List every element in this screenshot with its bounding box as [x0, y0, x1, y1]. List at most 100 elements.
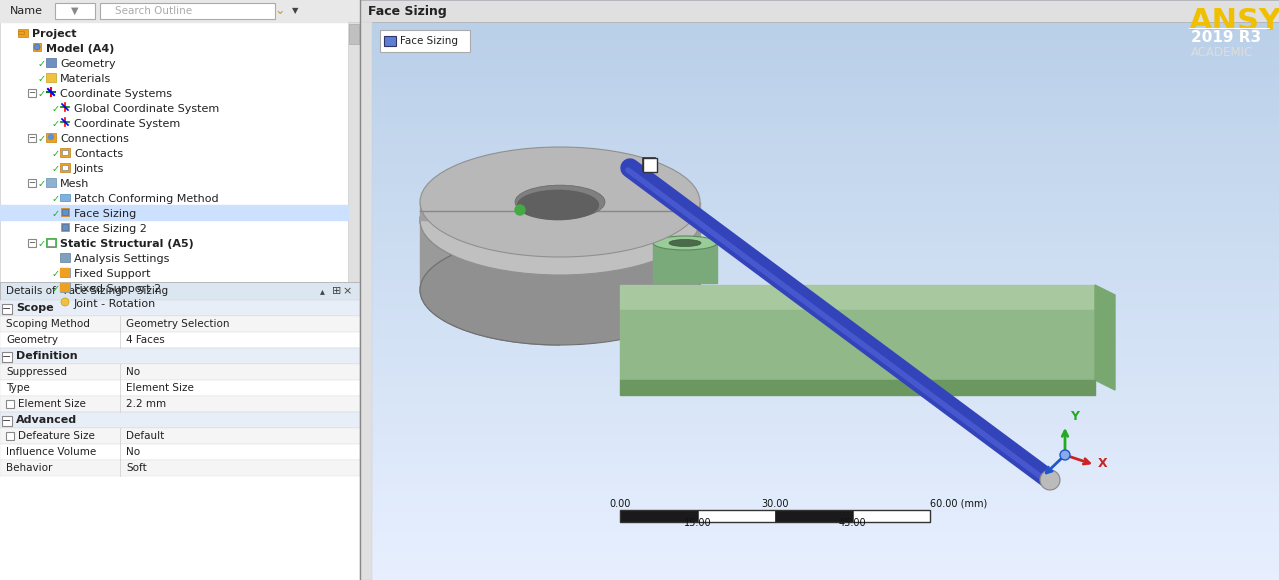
Bar — [28, 239, 36, 247]
Bar — [359, 29, 1279, 39]
Bar — [359, 338, 1279, 348]
Bar — [384, 36, 396, 46]
Bar — [697, 510, 775, 522]
Text: ACADEMIC: ACADEMIC — [1191, 45, 1253, 59]
Text: Face Sizing: Face Sizing — [368, 5, 446, 17]
Ellipse shape — [515, 203, 605, 237]
Text: X: X — [1097, 457, 1108, 470]
Bar — [359, 184, 1279, 193]
Bar — [359, 232, 1279, 242]
Bar — [0, 332, 359, 348]
Text: −: − — [28, 238, 36, 248]
Bar — [359, 483, 1279, 493]
Bar — [46, 238, 56, 247]
Bar — [359, 87, 1279, 97]
Bar — [359, 145, 1279, 155]
Bar — [380, 30, 469, 52]
Circle shape — [1060, 450, 1071, 460]
Text: Element Size: Element Size — [127, 383, 194, 393]
Text: ✓: ✓ — [38, 179, 46, 189]
Text: Connections: Connections — [60, 134, 129, 144]
FancyBboxPatch shape — [60, 269, 69, 277]
Text: Search Outline: Search Outline — [115, 6, 192, 16]
Text: ✓: ✓ — [38, 89, 46, 99]
Bar — [359, 445, 1279, 454]
Text: Definition: Definition — [17, 351, 78, 361]
Bar — [0, 460, 359, 476]
Bar — [359, 522, 1279, 532]
Bar — [359, 193, 1279, 203]
Bar — [61, 150, 68, 155]
Bar — [60, 268, 70, 277]
Text: −: − — [28, 89, 36, 97]
Ellipse shape — [515, 207, 601, 239]
Bar — [0, 205, 348, 220]
Text: Suppressed: Suppressed — [6, 367, 67, 377]
Bar — [55, 3, 95, 19]
Text: Behavior: Behavior — [6, 463, 52, 473]
Text: −: − — [3, 416, 12, 426]
Bar — [61, 223, 69, 231]
Ellipse shape — [654, 236, 718, 250]
Bar — [0, 380, 359, 396]
Bar — [359, 242, 1279, 251]
Bar — [359, 425, 1279, 435]
Polygon shape — [1095, 285, 1115, 390]
Text: ✓: ✓ — [38, 74, 46, 84]
Text: Joint - Rotation: Joint - Rotation — [74, 299, 156, 309]
Bar — [0, 0, 359, 580]
Bar — [60, 163, 70, 172]
Ellipse shape — [518, 190, 599, 220]
Bar — [359, 0, 1279, 10]
Text: Scoping Method: Scoping Method — [6, 319, 90, 329]
Bar — [643, 158, 655, 170]
Bar — [28, 179, 36, 187]
Bar — [0, 412, 359, 428]
Bar — [359, 261, 1279, 271]
Text: Defeature Size: Defeature Size — [18, 431, 95, 441]
Circle shape — [49, 135, 54, 140]
Bar — [359, 512, 1279, 522]
Bar — [359, 251, 1279, 261]
Bar — [3, 352, 12, 362]
Text: ▼: ▼ — [72, 6, 79, 16]
Bar — [0, 316, 359, 332]
Bar — [0, 444, 359, 460]
Text: Coordinate Systems: Coordinate Systems — [60, 89, 171, 99]
Bar — [60, 253, 70, 262]
Bar — [359, 155, 1279, 164]
Bar — [0, 348, 359, 364]
Bar — [359, 377, 1279, 387]
Bar — [359, 387, 1279, 396]
Text: Fixed Support 2: Fixed Support 2 — [74, 284, 161, 294]
Text: ✓: ✓ — [52, 164, 60, 174]
Bar — [60, 283, 70, 292]
Bar — [359, 280, 1279, 290]
Text: 0.00: 0.00 — [609, 499, 631, 509]
Text: Influence Volume: Influence Volume — [6, 447, 96, 457]
Bar — [359, 290, 1279, 300]
Bar — [47, 239, 55, 246]
Circle shape — [61, 298, 69, 306]
Text: Static Structural (A5): Static Structural (A5) — [60, 239, 193, 249]
Text: −: − — [28, 133, 36, 143]
Bar — [0, 282, 359, 580]
Text: Type: Type — [6, 383, 29, 393]
Bar — [359, 10, 1279, 19]
Bar — [0, 364, 359, 380]
Bar — [359, 22, 372, 580]
Text: ✓: ✓ — [52, 194, 60, 204]
Text: 15.00: 15.00 — [684, 518, 711, 528]
Text: 4 Faces: 4 Faces — [127, 335, 165, 345]
Text: Name: Name — [10, 6, 43, 16]
Bar — [359, 416, 1279, 425]
Bar — [0, 300, 359, 580]
Bar — [359, 503, 1279, 512]
Polygon shape — [420, 220, 700, 290]
Bar — [61, 208, 69, 216]
Text: Details of "Face Sizing" - Sizing: Details of "Face Sizing" - Sizing — [6, 286, 168, 296]
Bar — [46, 73, 56, 82]
Bar — [359, 532, 1279, 541]
Text: Geometry Selection: Geometry Selection — [127, 319, 229, 329]
Bar — [359, 396, 1279, 406]
